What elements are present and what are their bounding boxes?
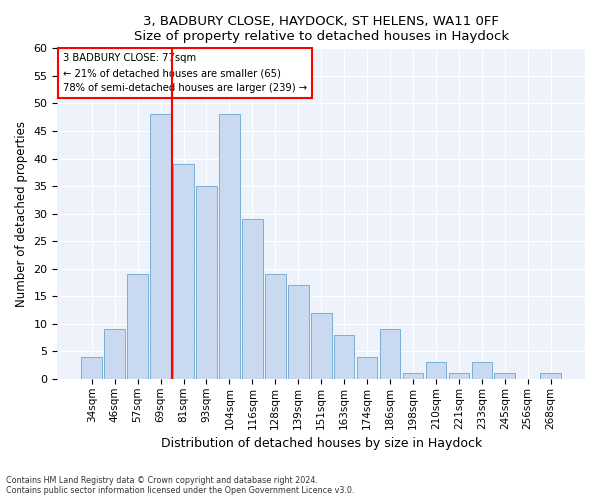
Bar (425, 362, 446, 379)
Bar (541, 374, 561, 379)
Text: 3 BADBURY CLOSE: 77sqm
← 21% of detached houses are smaller (65)
78% of semi-det: 3 BADBURY CLOSE: 77sqm ← 21% of detached… (62, 54, 307, 93)
Bar (196, 186, 217, 379)
Bar (219, 114, 240, 379)
Bar (265, 274, 286, 379)
Bar (472, 362, 492, 379)
Bar (334, 335, 355, 379)
Title: 3, BADBURY CLOSE, HAYDOCK, ST HELENS, WA11 0FF
Size of property relative to deta: 3, BADBURY CLOSE, HAYDOCK, ST HELENS, WA… (134, 15, 509, 43)
Bar (403, 374, 424, 379)
Bar (357, 357, 377, 379)
Y-axis label: Number of detached properties: Number of detached properties (15, 120, 28, 306)
Bar (104, 330, 125, 379)
Bar (449, 374, 469, 379)
Bar (311, 313, 332, 379)
Bar (288, 285, 308, 379)
Bar (380, 330, 400, 379)
Bar (494, 374, 515, 379)
Bar (150, 114, 171, 379)
Bar (242, 219, 263, 379)
Bar (127, 274, 148, 379)
X-axis label: Distribution of detached houses by size in Haydock: Distribution of detached houses by size … (161, 437, 482, 450)
Bar (82, 357, 102, 379)
Text: Contains HM Land Registry data © Crown copyright and database right 2024.
Contai: Contains HM Land Registry data © Crown c… (6, 476, 355, 495)
Bar (173, 164, 194, 379)
